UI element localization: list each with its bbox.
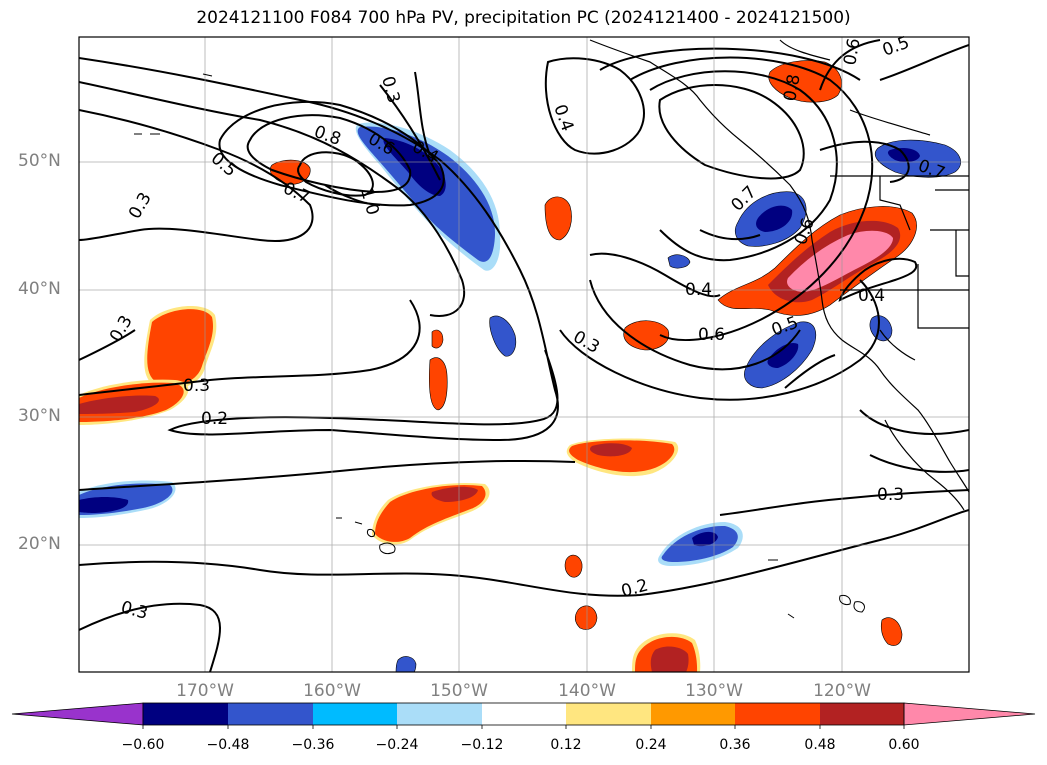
- colorbar-tick-label: 0.24: [635, 737, 667, 753]
- positive-anomaly-region: [768, 60, 842, 103]
- lat-label-30n: 30°N: [18, 406, 61, 426]
- colorbar-extend-low: [11, 702, 144, 726]
- negative-anomaly-region: [869, 315, 893, 342]
- positive-anomaly-region: [431, 329, 444, 349]
- colorbar-tick-label: −0.48: [206, 737, 250, 753]
- shaded-regions: [79, 60, 962, 672]
- negative-anomaly-region: [767, 342, 799, 368]
- colorbar-tick-label: 0.12: [550, 737, 582, 753]
- colorbar: [11, 702, 1036, 729]
- positive-anomaly-region: [590, 443, 632, 457]
- contour-label: 0.2: [201, 409, 228, 429]
- negative-anomaly-region: [79, 497, 129, 513]
- plot-frame: [78, 36, 970, 673]
- contour-label: 0.3: [877, 485, 904, 505]
- colorbar-segment: [228, 703, 313, 725]
- positive-anomaly-region: [431, 486, 478, 502]
- contour-label: 0.6: [840, 37, 864, 67]
- contour-label: 0.4: [685, 280, 712, 300]
- colorbar-segment: [735, 703, 820, 725]
- positive-anomaly-region: [574, 605, 598, 630]
- map-title: 2024121100 F084 700 hPa PV, precipitatio…: [196, 8, 851, 28]
- colorbar-segment: [566, 703, 651, 725]
- positive-anomaly-region: [147, 309, 213, 386]
- positive-anomaly-region: [428, 357, 448, 411]
- lon-label-140w: 140°W: [558, 681, 616, 701]
- positive-anomaly-region: [79, 395, 159, 414]
- lat-label-40n: 40°N: [18, 279, 61, 299]
- colorbar-tick-label: −0.36: [291, 737, 335, 753]
- lon-label-170w: 170°W: [176, 681, 234, 701]
- lon-label-160w: 160°W: [303, 681, 361, 701]
- colorbar-segment: [313, 703, 397, 725]
- negative-anomaly-region: [756, 205, 793, 232]
- lat-label-50n: 50°N: [18, 151, 61, 171]
- lat-label-20n: 20°N: [18, 534, 61, 554]
- positive-anomaly-region: [787, 230, 893, 292]
- colorbar-tick-label: −0.24: [375, 737, 419, 753]
- contour-label: 0.6: [698, 325, 725, 345]
- negative-anomaly-region: [357, 126, 496, 262]
- contour-label: 0.8: [780, 73, 804, 103]
- plot-area: [79, 37, 969, 672]
- positive-anomaly-region: [544, 196, 572, 241]
- positive-anomaly-region: [880, 617, 903, 646]
- pv-contours: [79, 39, 969, 672]
- negative-anomaly-region: [395, 656, 417, 672]
- colorbar-segment: [143, 703, 228, 725]
- positive-anomaly-region: [623, 320, 670, 351]
- negative-anomaly-region: [667, 254, 691, 269]
- colorbar-tick-label: 0.36: [719, 737, 751, 753]
- colorbar-tick-label: 0.60: [888, 737, 920, 753]
- contour-label: 0.3: [183, 376, 210, 396]
- colorbar-extend-high: [903, 702, 1036, 726]
- colorbar-segment: [651, 703, 735, 725]
- positive-anomaly-region: [564, 554, 583, 578]
- lon-label-150w: 150°W: [430, 681, 488, 701]
- lon-label-120w: 120°W: [813, 681, 871, 701]
- colorbar-segment: [820, 703, 904, 725]
- lon-label-130w: 130°W: [685, 681, 743, 701]
- colorbar-tick-label: −0.60: [121, 737, 165, 753]
- positive-anomaly-region: [650, 646, 689, 672]
- negative-anomaly-region: [489, 315, 517, 357]
- negative-anomaly-region: [692, 531, 718, 547]
- colorbar-tick-label: 0.48: [804, 737, 836, 753]
- coastlines: [589, 39, 969, 511]
- colorbar-segment: [397, 703, 482, 725]
- colorbar-segment: [482, 703, 566, 725]
- colorbar-tick-label: −0.12: [460, 737, 504, 753]
- contour-label: 0.4: [858, 286, 885, 306]
- islands: [134, 73, 865, 619]
